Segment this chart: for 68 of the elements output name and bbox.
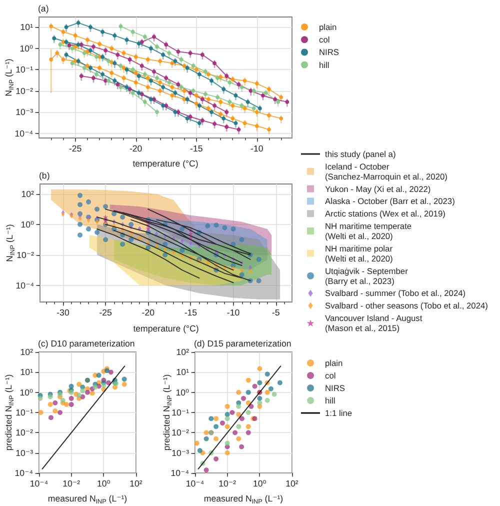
legend-label: plain xyxy=(325,358,344,368)
y-tick-label: 10⁰ xyxy=(20,43,34,54)
legend-label: plain xyxy=(319,22,338,32)
chart-title: (d) D15 parameterization xyxy=(194,338,292,348)
x-tick-label: -25 xyxy=(68,144,82,154)
x-tick-label: 10⁰ xyxy=(97,478,111,488)
legend-label: Arctic stations (Wex et al., 2019) xyxy=(325,208,446,219)
y-tick-label: 10⁻⁴ xyxy=(14,468,34,478)
legend-label: NH maritime polar (Welti et al., 2020) xyxy=(325,243,394,264)
y-tick-label: 10⁰ xyxy=(176,387,190,398)
legend-label: NH maritime temperate (Welti et al., 2020) xyxy=(325,221,412,241)
x-tick-label: 10⁻² xyxy=(62,478,80,488)
x-tick-label: 10⁻² xyxy=(218,478,236,488)
legend-label: NIRS xyxy=(319,47,340,58)
y-tick-label: 10⁰ xyxy=(20,387,34,398)
legend-label: hill xyxy=(319,60,330,70)
y-tick-label: 10⁻¹ xyxy=(16,408,34,418)
y-tick-label: 10⁻² xyxy=(16,428,34,438)
legend-label: Iceland - October (Sanchez-Marroquin et al., 2020) xyxy=(325,161,448,182)
y-tick-label: 10⁻⁴ xyxy=(16,280,34,290)
legend-label: 1:1 line xyxy=(325,408,352,418)
y-tick-label: 10⁻² xyxy=(16,86,34,96)
legend-label: col xyxy=(325,370,336,380)
chart-title: (a) xyxy=(38,4,49,14)
legend-label: col xyxy=(319,34,330,45)
x-axis-title: temperature (°C) xyxy=(132,158,198,168)
y-tick-label: 10⁻³ xyxy=(16,107,34,118)
y-tick-label: 10⁻² xyxy=(16,250,34,260)
x-axis-title: temperature (°C) xyxy=(133,324,199,334)
y-tick-label: 10² xyxy=(176,347,190,357)
y-tick-label: 10¹ xyxy=(176,367,190,378)
y-tick-label: 10⁻³ xyxy=(172,448,190,458)
x-tick-label: -10 xyxy=(250,144,264,154)
y-tick-label: 10⁻¹ xyxy=(16,64,34,75)
y-tick-label: 10¹ xyxy=(20,22,34,32)
x-tick-label: 10² xyxy=(130,478,142,488)
x-tick-label: -25 xyxy=(99,308,112,318)
x-tick-label: -15 xyxy=(190,144,203,154)
legend-label: Alaska - October (Barr et al., 2023) xyxy=(325,196,456,206)
legend-label: Svalbard - summer (Tobo et al., 2024) xyxy=(325,288,466,298)
legend-label: NIRS xyxy=(325,383,346,393)
legend-label: hill xyxy=(325,396,336,406)
y-tick-label: 10¹ xyxy=(20,367,34,378)
y-tick-label: 10⁻² xyxy=(172,428,190,438)
x-tick-label: -20 xyxy=(129,144,142,154)
chart-title: (c) D10 parameterization xyxy=(38,338,135,348)
y-tick-label: 10² xyxy=(20,347,34,357)
x-tick-label: -30 xyxy=(56,308,70,318)
x-tick-label: 10⁻⁴ xyxy=(30,478,48,488)
chart-title: (b) xyxy=(39,170,50,180)
x-tick-label: 10⁻⁴ xyxy=(186,478,204,488)
x-tick-label: -15 xyxy=(184,308,198,318)
legend-label: Utqiaġvik - September (Barry et al., 2023) xyxy=(325,266,408,286)
y-tick-label: 10⁻³ xyxy=(16,448,34,458)
x-tick-label: -5 xyxy=(272,308,280,318)
legend-label: Yukon - May (Xi et al., 2022) xyxy=(325,184,431,194)
x-tick-label: 10⁰ xyxy=(253,478,267,488)
y-tick-label: 10⁻⁴ xyxy=(14,128,34,138)
x-tick-label: -20 xyxy=(142,308,155,318)
y-tick-label: 10⁻⁴ xyxy=(170,468,190,478)
y-tick-label: 10⁻¹ xyxy=(172,408,190,418)
x-tick-label: -10 xyxy=(226,308,240,318)
y-tick-label: 10⁰ xyxy=(20,219,34,230)
legend-label: Vancouver Island - August (Mason et al., 2015) xyxy=(325,313,423,333)
x-tick-label: 10² xyxy=(286,478,298,488)
legend-label: Svalbard - other seasons (Tobo et al., 2024) xyxy=(325,300,488,311)
legend-label: this study (panel a) xyxy=(325,149,396,159)
y-tick-label: 10² xyxy=(21,188,34,199)
